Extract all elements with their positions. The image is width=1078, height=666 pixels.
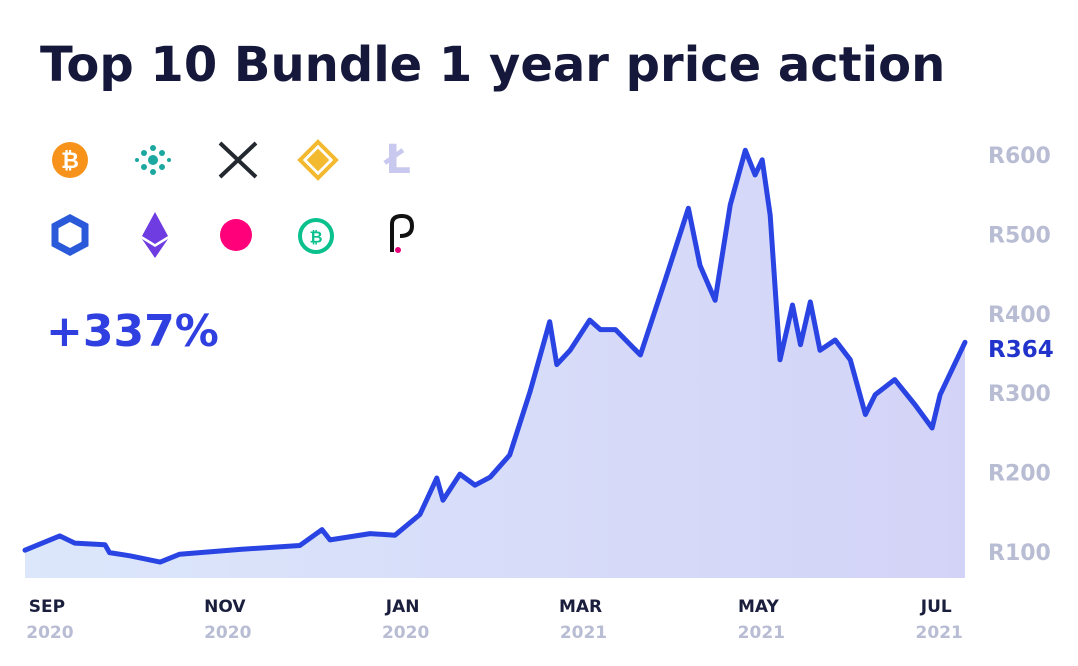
- area: [25, 150, 965, 579]
- line: [22, 147, 968, 565]
- x-tick-label: JAN 2020: [382, 597, 429, 643]
- y-tick-label: R400: [988, 303, 1051, 328]
- y-tick-label: R600: [988, 144, 1051, 169]
- annotation: +337%: [46, 306, 219, 357]
- icon-polkadot: [390, 213, 415, 252]
- icon-cardano: [135, 145, 171, 175]
- value-label: R364: [988, 337, 1054, 363]
- y-tick-label: R500: [988, 223, 1051, 248]
- icon-xrp: [218, 141, 258, 179]
- chart-title: Top 10 Bundle 1 year price action: [40, 37, 945, 93]
- x-tick-label: SEP 2020: [26, 597, 73, 643]
- y-tick-label: R100: [988, 541, 1051, 566]
- icon-litecoin: Ł: [383, 137, 411, 183]
- icon-bitcoin: [52, 142, 88, 178]
- icon-chainlink: [51, 214, 89, 256]
- icon-bitcoin-cash-glyph: ₿: [309, 228, 322, 247]
- x-tick-label: NOV 2020: [204, 597, 251, 643]
- icon-ethereum: [142, 212, 168, 258]
- icon-polkadot-dot: [395, 247, 401, 253]
- icon-bitcoin-cash: [298, 218, 334, 254]
- x-tick-label: MAY 2021: [738, 597, 785, 643]
- icon-bitcoin-glyph: ₿: [61, 149, 79, 174]
- x-tick-label: MAR 2021: [559, 597, 608, 643]
- y-tick-label: R300: [988, 382, 1051, 407]
- coin-icons: ₿ Ł ₿: [51, 137, 415, 258]
- x-tick-label: JUL 2021: [916, 597, 963, 643]
- icon-bnb: [297, 139, 339, 181]
- y-tick-label: R200: [988, 461, 1051, 486]
- icon-uniswap: [220, 219, 252, 251]
